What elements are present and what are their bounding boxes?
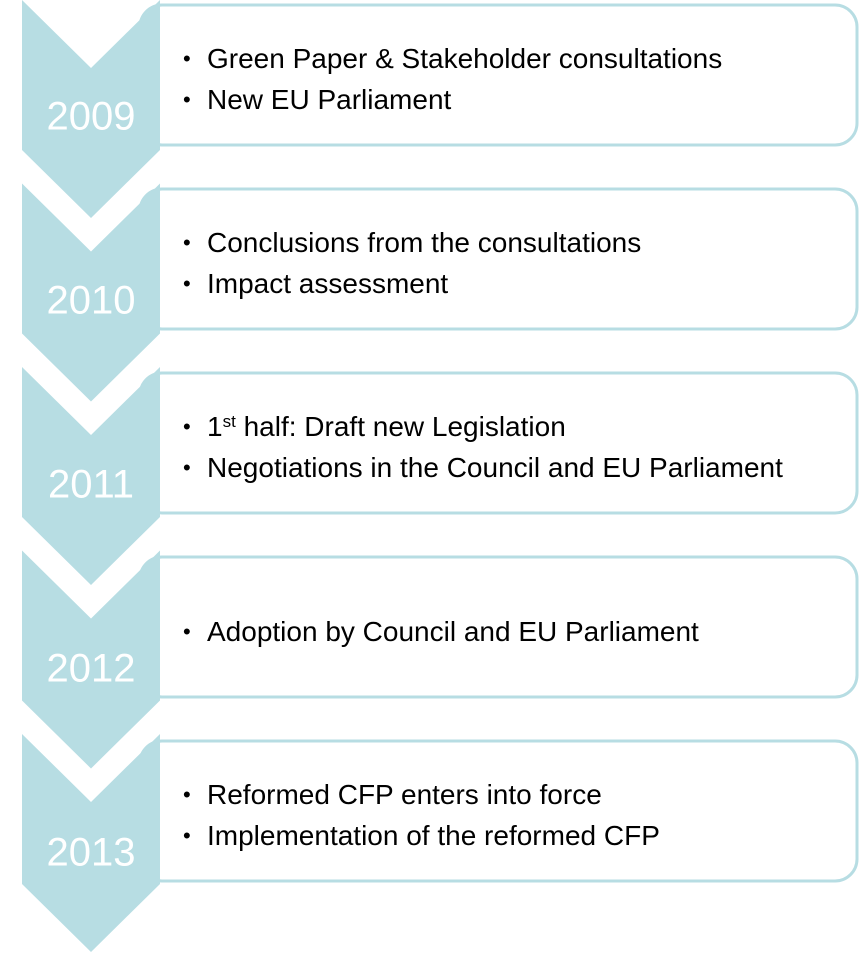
- bullet-item: Green Paper & Stakeholder consultations: [183, 39, 848, 78]
- year-label: 2010: [47, 279, 136, 323]
- chevron: [22, 550, 160, 769]
- bullet-item: 1st half: Draft new Legislation: [183, 407, 848, 446]
- bullet-text: half: Draft new Legislation: [235, 411, 566, 442]
- step-text: Conclusions from the consultationsImpact…: [183, 193, 848, 333]
- year-label: 2013: [47, 831, 136, 875]
- year-label: 2009: [47, 95, 136, 139]
- bullet-text: 1: [207, 411, 223, 442]
- bullet-item: New EU Parliament: [183, 80, 848, 119]
- step-text: Green Paper & Stakeholder consultationsN…: [183, 9, 848, 149]
- chevron: [22, 734, 160, 952]
- chevrons: [22, 0, 160, 952]
- bullet-item: Negotiations in the Council and EU Parli…: [183, 448, 848, 487]
- chevron: [22, 367, 160, 585]
- year-label: 2012: [47, 647, 136, 691]
- bullet-item: Implementation of the reformed CFP: [183, 816, 848, 855]
- step-text: Adoption by Council and EU Parliament: [183, 561, 848, 701]
- bullet-superscript: st: [222, 412, 236, 431]
- bullet-item: Reformed CFP enters into force: [183, 775, 848, 814]
- bullet-item: Conclusions from the consultations: [183, 223, 848, 262]
- chevron: [22, 183, 160, 402]
- step-text: Reformed CFP enters into forceImplementa…: [183, 745, 848, 885]
- bullet-item: Adoption by Council and EU Parliament: [183, 612, 848, 651]
- year-label: 2011: [48, 463, 134, 507]
- step-text: 1st half: Draft new LegislationNegotiati…: [183, 377, 848, 517]
- bullet-item: Impact assessment: [183, 264, 848, 303]
- chevron: [22, 0, 160, 218]
